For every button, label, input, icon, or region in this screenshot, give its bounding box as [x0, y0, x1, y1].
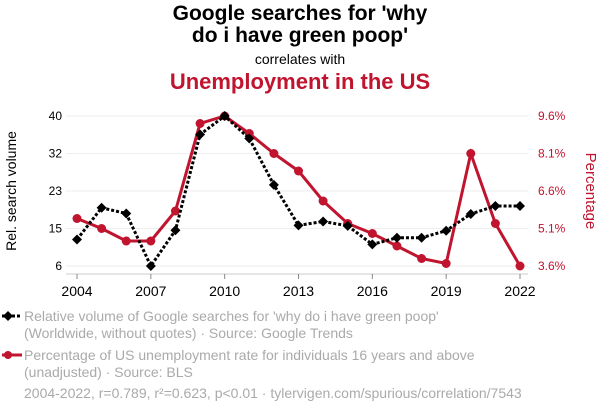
data-point — [466, 149, 476, 158]
data-point — [490, 219, 500, 228]
x-tick-label: 2016 — [357, 283, 388, 299]
title-line-1: Google searches for 'why — [172, 2, 428, 25]
data-point — [96, 202, 107, 213]
data-point — [416, 232, 427, 243]
data-point — [367, 229, 377, 238]
data-point — [417, 254, 427, 263]
legend-source: (Worldwide, without quotes) · Source: Go… — [24, 325, 353, 341]
correlates-text: correlates with — [254, 51, 346, 67]
y-tick-right: 5.1% — [538, 222, 566, 236]
data-point — [72, 234, 82, 245]
data-point — [268, 179, 279, 190]
data-point — [121, 236, 131, 246]
legend-marker — [4, 351, 12, 359]
data-point — [145, 261, 156, 271]
y-tick-left: 15 — [49, 222, 63, 236]
legend-item-unemployment: Percentage of US unemployment rate for i… — [24, 347, 475, 381]
data-point — [269, 149, 279, 158]
data-point — [97, 224, 107, 233]
data-point — [515, 261, 525, 271]
legend-label: Relative volume of Google searches for '… — [24, 308, 439, 324]
y-tick-right: 6.6% — [538, 184, 566, 198]
data-point — [441, 259, 451, 268]
data-point — [195, 119, 205, 128]
y-tick-left: 23 — [49, 184, 63, 198]
footer: 2004-2022, r=0.789, r²=0.623, p<0.01 · t… — [24, 385, 522, 401]
legend-item-searches: Relative volume of Google searches for '… — [24, 308, 439, 342]
data-point — [294, 166, 303, 176]
legend-label: Percentage of US unemployment rate for i… — [24, 347, 475, 363]
y-tick-left: 32 — [49, 147, 63, 161]
data-point — [367, 239, 378, 250]
y-tick-left: 6 — [55, 259, 62, 273]
y-axis-label-right: Percentage — [582, 153, 599, 230]
x-tick-label: 2007 — [135, 283, 166, 299]
data-point — [441, 225, 452, 236]
data-point — [121, 208, 132, 219]
chart-title: Google searches for 'why do i have green … — [0, 3, 600, 47]
y-tick-right: 3.6% — [538, 259, 566, 273]
data-point — [219, 111, 230, 121]
data-point — [195, 129, 206, 140]
data-point — [515, 201, 525, 211]
data-point — [490, 201, 501, 211]
x-tick-label: 2019 — [431, 283, 462, 299]
data-point — [146, 236, 156, 246]
legend-marker — [3, 311, 13, 321]
x-tick-label: 2022 — [504, 283, 535, 299]
data-point — [244, 133, 255, 144]
data-point — [72, 214, 82, 223]
y-axis-label-left: Rel. search volume — [3, 131, 19, 251]
y-tick-left: 40 — [49, 109, 63, 123]
data-point — [391, 232, 402, 243]
x-tick-label: 2013 — [283, 283, 314, 299]
y-tick-right: 9.6% — [538, 109, 566, 123]
data-point — [170, 206, 180, 216]
data-point — [170, 225, 181, 236]
x-tick-label: 2010 — [209, 283, 240, 299]
data-point — [342, 220, 353, 231]
data-point — [293, 220, 304, 231]
data-point — [318, 216, 329, 227]
second-title: Unemployment in the US — [169, 69, 431, 94]
y-tick-right: 8.1% — [538, 147, 566, 161]
x-tick-label: 2004 — [61, 283, 92, 299]
legend-source: (unadjusted) · Source: BLS — [24, 364, 193, 380]
data-point — [392, 241, 402, 251]
title-line-2: do i have green poop' — [191, 24, 409, 47]
data-point — [465, 208, 476, 219]
data-point — [318, 196, 328, 206]
